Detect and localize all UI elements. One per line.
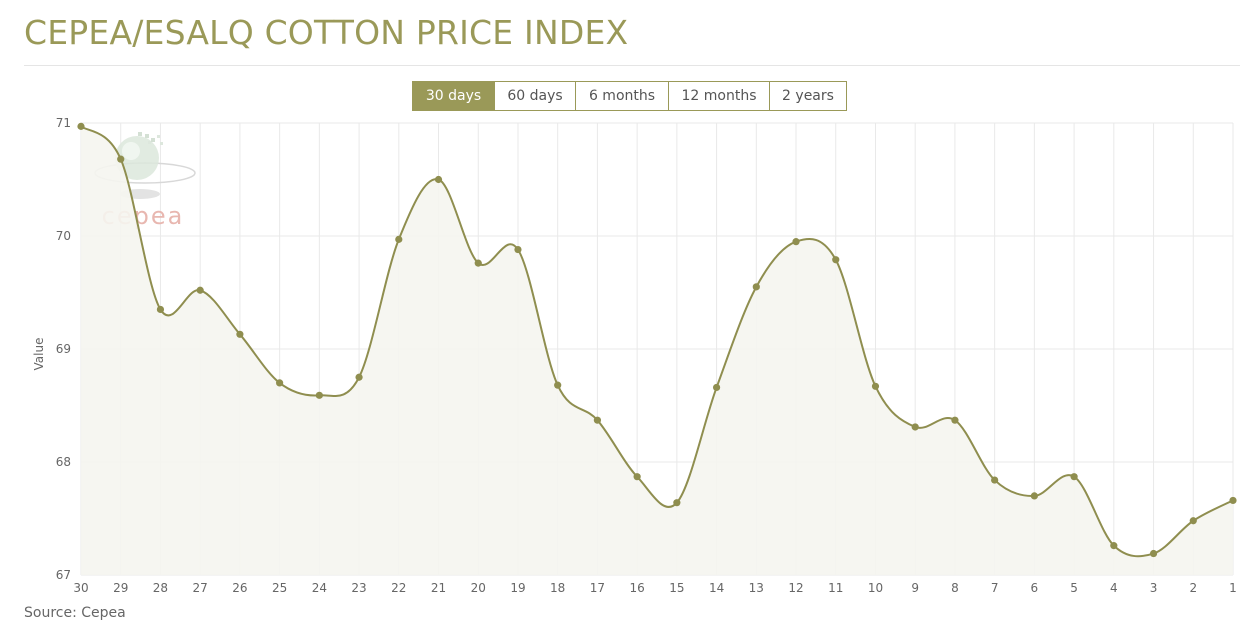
data-point-1[interactable]	[1229, 496, 1237, 505]
x-tick-label: 15	[669, 581, 684, 595]
x-tick-label: 4	[1110, 581, 1118, 595]
y-axis-labels: 67 68 69 70 71	[56, 116, 71, 582]
x-tick-label: 18	[550, 581, 565, 595]
x-tick-label: 30	[73, 581, 88, 595]
data-point-26[interactable]	[236, 330, 244, 338]
x-tick-label: 6	[1031, 581, 1039, 595]
x-tick-label: 29	[113, 581, 128, 595]
data-point-7[interactable]	[991, 476, 999, 484]
data-point-22[interactable]	[395, 235, 403, 243]
tab-12-months[interactable]: 12 months	[668, 82, 769, 110]
data-point-4[interactable]	[1110, 542, 1118, 550]
range-tabs: 30 days 60 days 6 months 12 months 2 yea…	[412, 81, 847, 111]
page-title: CEPEA/ESALQ COTTON PRICE INDEX	[24, 13, 629, 52]
x-tick-label: 7	[991, 581, 999, 595]
data-point-17[interactable]	[593, 416, 602, 424]
x-tick-label: 19	[510, 581, 525, 595]
x-tick-label: 17	[590, 581, 605, 595]
tab-60-days[interactable]: 60 days	[494, 82, 575, 110]
x-tick-label: 12	[788, 581, 803, 595]
x-tick-label: 27	[193, 581, 208, 595]
data-point-5[interactable]	[1070, 473, 1078, 481]
title-divider	[24, 65, 1240, 66]
y-tick-label: 70	[56, 229, 71, 243]
x-tick-label: 3	[1150, 581, 1158, 595]
tab-2-years[interactable]: 2 years	[769, 82, 846, 110]
series-area	[81, 126, 1233, 575]
data-point-30[interactable]	[77, 122, 85, 130]
data-point-27[interactable]	[196, 286, 204, 294]
data-point-11[interactable]	[832, 256, 840, 264]
x-tick-label: 1	[1229, 581, 1237, 595]
x-tick-label: 25	[272, 581, 287, 595]
data-point-9[interactable]	[911, 423, 919, 431]
data-point-12[interactable]	[792, 238, 800, 246]
data-point-21[interactable]	[434, 175, 443, 184]
tab-6-months[interactable]: 6 months	[575, 82, 668, 110]
x-tick-label: 26	[232, 581, 247, 595]
x-tick-label: 24	[312, 581, 327, 595]
series-points	[77, 122, 1237, 558]
x-tick-label: 22	[391, 581, 406, 595]
y-tick-label: 69	[56, 342, 71, 356]
data-point-8[interactable]	[951, 416, 959, 424]
x-tick-label: 23	[351, 581, 366, 595]
data-point-28[interactable]	[156, 305, 165, 314]
data-point-19[interactable]	[514, 245, 522, 254]
x-tick-label: 28	[153, 581, 168, 595]
data-point-25[interactable]	[276, 379, 284, 387]
source-note: Source: Cepea	[24, 605, 126, 621]
data-point-18[interactable]	[554, 381, 562, 389]
y-axis-title: Value	[32, 338, 46, 371]
x-tick-label: 10	[868, 581, 883, 595]
x-tick-label: 21	[431, 581, 446, 595]
data-point-15[interactable]	[673, 499, 681, 507]
data-point-29[interactable]	[117, 155, 125, 163]
x-tick-label: 8	[951, 581, 959, 595]
data-point-2[interactable]	[1189, 517, 1197, 525]
data-point-6[interactable]	[1030, 492, 1038, 500]
data-point-16[interactable]	[633, 473, 641, 481]
data-point-13[interactable]	[752, 283, 760, 291]
y-tick-label: 71	[56, 116, 71, 130]
y-tick-label: 68	[56, 455, 71, 469]
tab-30-days[interactable]: 30 days	[413, 82, 494, 110]
x-axis-labels: 30 29 28 27 26 25 24 23 22 21 20 19 18 17 16 15 14 13 12 11…	[73, 581, 1236, 595]
x-tick-label: 13	[749, 581, 764, 595]
x-tick-label: 11	[828, 581, 843, 595]
x-tick-label: 5	[1070, 581, 1078, 595]
y-tick-label: 67	[56, 568, 71, 582]
x-tick-label: 14	[709, 581, 724, 595]
x-tick-label: 20	[471, 581, 486, 595]
x-tick-label: 9	[911, 581, 919, 595]
data-point-14[interactable]	[712, 383, 721, 392]
x-tick-label: 2	[1189, 581, 1197, 595]
data-point-3[interactable]	[1149, 549, 1158, 558]
x-tick-label: 16	[629, 581, 644, 595]
data-point-20[interactable]	[474, 259, 482, 267]
data-point-10[interactable]	[871, 382, 880, 390]
data-point-23[interactable]	[355, 373, 363, 381]
data-point-24[interactable]	[315, 391, 323, 399]
